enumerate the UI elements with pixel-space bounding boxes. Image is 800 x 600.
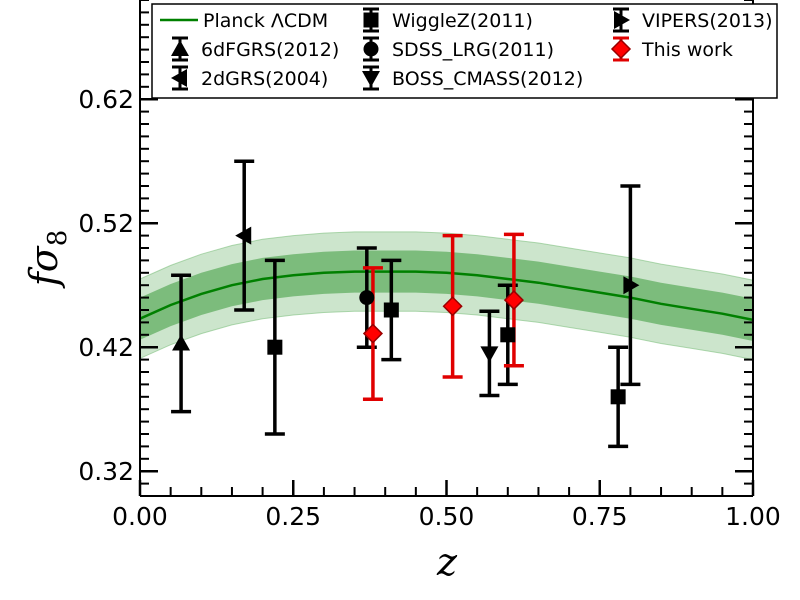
legend-label: BOSS_CMASS(2012) [392, 68, 583, 90]
ticks: 0.00 0.25 0.50 0.75 1.00 0.32 0.42 0.52 0.62 [78, 0, 781, 531]
data-point [362, 323, 384, 344]
y-tick-label: 0.62 [78, 85, 134, 114]
legend-label: WiggleZ(2011) [392, 10, 533, 32]
legend-marker [362, 71, 380, 87]
legend-entry: 6dFGRS(2012) [171, 36, 339, 62]
data-point [172, 334, 191, 351]
legend-entry: VIPERS(2013) [613, 7, 773, 33]
legend: Planck ΛCDM 6dFGRS(2012) 2dGRS(2004) Wiggle… [151, 3, 778, 99]
legend-entry: This work [610, 36, 733, 62]
y-tick-label: 0.32 [78, 457, 134, 486]
x-axis-label: z [436, 540, 458, 584]
legend-label: Planck ΛCDM [203, 10, 328, 32]
legend-marker [614, 11, 630, 29]
data-point [480, 346, 499, 363]
y-axis-label: fσ8 [22, 230, 73, 290]
data-point [359, 290, 375, 306]
model-line-group [139, 270, 754, 322]
legend-label: 2dGRS(2004) [201, 68, 328, 90]
data-point [500, 327, 516, 343]
legend-marker [363, 41, 379, 57]
y-tick-label: 0.42 [78, 333, 134, 362]
data-point [623, 276, 640, 295]
legend-entry: WiggleZ(2011) [363, 7, 533, 33]
legend-entry: Planck ΛCDM [160, 10, 328, 32]
legend-label: This work [641, 39, 733, 61]
legend-marker [610, 38, 632, 60]
x-tick-label: 0.75 [572, 502, 628, 531]
legend-box [151, 3, 778, 99]
axis-labels: z fσ8 [22, 230, 458, 584]
legend-marker [171, 69, 187, 87]
x-tick-label: 0.25 [265, 502, 321, 531]
x-tick-label: 1.00 [725, 502, 781, 531]
legend-entry: BOSS_CMASS(2012) [362, 65, 583, 91]
legend-entry: 2dGRS(2004) [171, 65, 328, 91]
legend-marker [363, 12, 379, 28]
legend-entry: SDSS_LRG(2011) [363, 36, 554, 62]
data-point [267, 339, 283, 355]
legend-marker [171, 40, 189, 56]
model-bands [139, 231, 754, 361]
model-inner-band [140, 250, 753, 341]
data-point [442, 296, 463, 317]
legend-label: 6dFGRS(2012) [201, 39, 339, 61]
legend-label: SDSS_LRG(2011) [392, 39, 554, 61]
model-line [139, 270, 754, 322]
y-tick-label: 0.52 [78, 209, 134, 238]
x-tick-label: 0.50 [419, 502, 475, 531]
legend-label: VIPERS(2013) [642, 10, 773, 32]
data-markers [172, 226, 640, 405]
data-point [503, 290, 524, 311]
x-tick-label: 0.00 [112, 502, 168, 531]
data-point [610, 389, 626, 405]
data-point [235, 226, 252, 245]
data-point [383, 302, 399, 318]
